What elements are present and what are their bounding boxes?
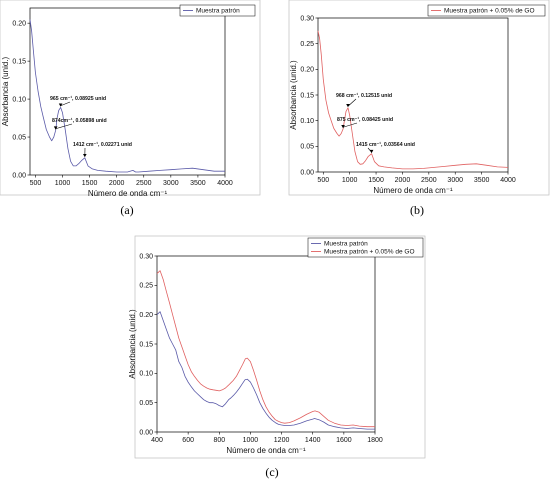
y-tick-label: 0.05 <box>139 400 153 407</box>
y-tick-label: 0.10 <box>139 371 153 378</box>
panel-c: 400 600 800 1000 1200 1400 1600 1800 0.00 0.05 0.1… <box>128 235 426 459</box>
x-tick-label: 500 <box>317 177 329 184</box>
x-tick-label: 1000 <box>55 180 71 187</box>
y-tick-label: 0.10 <box>12 96 26 103</box>
panel-a-caption: (a) <box>120 203 133 217</box>
panel-frame <box>134 235 426 459</box>
x-axis-label: Número de onda cm⁻¹ <box>88 189 168 198</box>
series-line-1 <box>156 311 375 430</box>
x-tick-label: 2000 <box>109 180 125 187</box>
x-tick-label: 1500 <box>368 177 384 184</box>
y-tick-label: 0.00 <box>139 429 153 436</box>
panel-b-caption: (b) <box>410 203 424 217</box>
annotation-arrow-head <box>341 124 345 129</box>
annotation-arrow-line <box>60 101 71 107</box>
y-tick-label: 0.25 <box>300 41 314 48</box>
annotation-label: 875 cm⁻¹, 0.08425 unid <box>337 117 393 123</box>
legend-box <box>427 4 546 17</box>
annotation-arrow-line <box>347 98 357 107</box>
x-tick-label: 4000 <box>217 180 233 187</box>
x-tick-label: 1000 <box>243 437 259 444</box>
legend-box <box>179 4 256 17</box>
y-axis-label: Absorbancia (unid.) <box>1 56 10 126</box>
legend-label: Muestra patrón + 0.05% de GO <box>324 249 415 256</box>
x-tick-label: 3000 <box>163 180 179 187</box>
panel-c-caption: (c) <box>265 465 278 479</box>
x-tick-label: 600 <box>182 437 194 444</box>
annotation-arrow-line <box>342 122 358 128</box>
x-tick-label: 1000 <box>342 177 358 184</box>
annotation-arrow-head <box>83 153 87 158</box>
legend-label: Muestra patrón <box>324 241 368 248</box>
series-line-2 <box>156 270 375 428</box>
legend-label: Muestra patrón + 0.05% de GO <box>444 8 535 15</box>
x-tick-label: 4000 <box>500 177 516 184</box>
annotation-arrow-head <box>58 103 63 107</box>
panel-frame <box>0 0 261 196</box>
x-tick-label: 1200 <box>274 437 290 444</box>
x-axis-label: Número de onda cm⁻¹ <box>373 186 453 195</box>
panel-a: 500 1000 1500 2000 2500 3000 3500 4000 0.00 0.05 0… <box>0 0 261 198</box>
legend-box <box>307 237 424 258</box>
annotation-label: 968 cm⁻¹, 0.12515 unid <box>336 93 392 99</box>
y-tick-label: 0.05 <box>300 144 314 151</box>
x-axis-label: Número de onda cm⁻¹ <box>226 446 306 455</box>
annotation-label: 1415 cm⁻¹, 0.03564 unid <box>356 142 415 148</box>
x-tick-label: 2500 <box>136 180 152 187</box>
y-axis-label: Absorbancia (unid.) <box>128 309 137 379</box>
y-tick-label: 0.00 <box>12 172 26 179</box>
x-tick-label: 1400 <box>305 437 321 444</box>
annotation-label: 1412 cm⁻¹, 0.02271 unid <box>73 142 132 148</box>
annotation-arrow-head <box>346 103 350 108</box>
y-tick-label: 0.30 <box>139 253 153 260</box>
x-tick-label: 1800 <box>367 437 383 444</box>
panel-frame <box>288 0 550 196</box>
x-tick-label: 3500 <box>190 180 206 187</box>
x-tick-label: 800 <box>213 437 225 444</box>
x-tick-label: 3000 <box>447 177 463 184</box>
y-axis-label: Absorbancia (unid.) <box>289 60 298 130</box>
y-tick-label: 0.30 <box>300 15 314 22</box>
y-tick-label: 0.25 <box>139 283 153 290</box>
x-tick-label: 2500 <box>421 177 437 184</box>
y-tick-label: 0.20 <box>300 67 314 74</box>
x-tick-label: 1600 <box>336 437 352 444</box>
annotation-arrow-head <box>53 126 58 130</box>
x-tick-label: 400 <box>151 437 163 444</box>
x-tick-label: 2000 <box>395 177 411 184</box>
y-tick-label: 0.20 <box>139 312 153 319</box>
y-tick-label: 0.05 <box>12 134 26 141</box>
y-tick-label: 0.15 <box>12 59 26 66</box>
series-line-1 <box>317 30 509 170</box>
x-tick-label: 3500 <box>474 177 490 184</box>
legend-label: Muestra patrón <box>196 8 240 15</box>
annotation-label: 874cm⁻¹, 0.05898 unid <box>52 118 107 124</box>
panel-b: 500 1000 1500 2000 2500 3000 3500 4000 0.00 0.05 0… <box>288 0 550 196</box>
annotation-arrow-line <box>55 123 73 130</box>
plot-area <box>29 7 226 176</box>
y-tick-label: 0.15 <box>139 341 153 348</box>
annotation-label: 965 cm⁻¹, 0.08925 unid <box>50 96 106 102</box>
y-tick-label: 0.15 <box>300 92 314 99</box>
y-tick-label: 0.10 <box>300 118 314 125</box>
series-line-1 <box>29 19 225 173</box>
annotation-arrow-head <box>369 149 374 154</box>
y-tick-label: 0.00 <box>300 169 314 176</box>
x-tick-label: 1500 <box>82 180 98 187</box>
x-tick-label: 500 <box>30 180 42 187</box>
y-tick-label: 0.20 <box>12 21 26 28</box>
